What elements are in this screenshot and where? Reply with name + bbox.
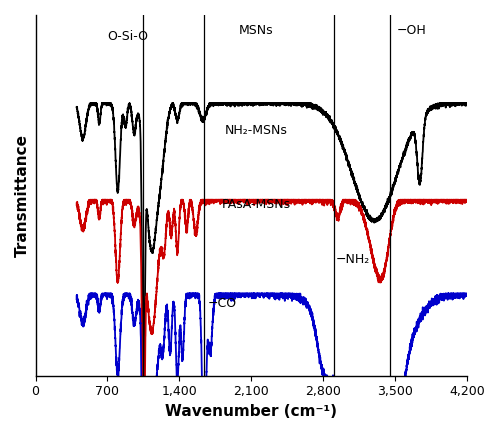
Text: −OH: −OH (397, 24, 426, 37)
Text: PAsA-MSNs: PAsA-MSNs (222, 198, 291, 211)
Text: O-Si-O: O-Si-O (108, 30, 148, 43)
Text: MSNs: MSNs (239, 24, 274, 37)
Text: NH₂-MSNs: NH₂-MSNs (225, 124, 288, 137)
X-axis label: Wavenumber (cm⁻¹): Wavenumber (cm⁻¹) (166, 404, 338, 419)
Text: −NH₂: −NH₂ (336, 253, 370, 266)
Y-axis label: Transmittance: Transmittance (15, 134, 30, 257)
Text: −CO: −CO (208, 297, 238, 310)
